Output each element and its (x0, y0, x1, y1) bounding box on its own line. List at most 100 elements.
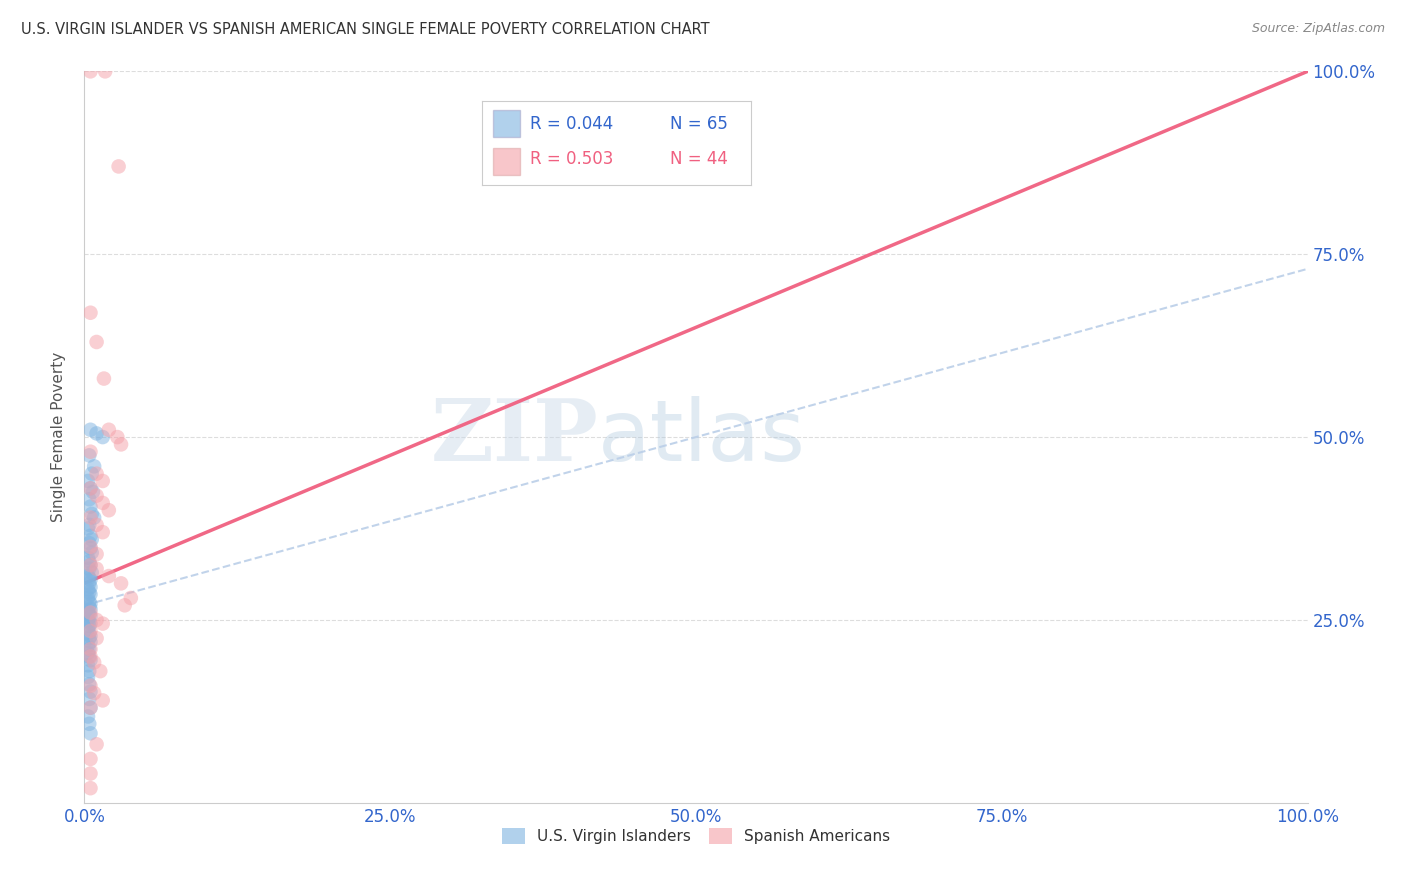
Y-axis label: Single Female Poverty: Single Female Poverty (51, 352, 66, 522)
Point (77, 619, 100, 633)
Point (77, 448, 100, 462)
Point (80, 533, 103, 547)
Point (79, 642, 101, 657)
Text: ZIP: ZIP (430, 395, 598, 479)
Point (79, 573, 101, 587)
Point (77, 582, 100, 597)
Point (79, 781, 101, 796)
Point (91, 525, 114, 540)
Point (97, 503, 120, 517)
Point (79, 726, 101, 740)
Point (77, 585, 100, 599)
Point (77, 570, 100, 584)
Point (80, 467, 103, 481)
Point (91, 616, 114, 631)
Point (120, 591, 142, 605)
Point (83, 656, 105, 670)
Point (77, 677, 100, 691)
Point (79, 635, 101, 649)
Point (80, 507, 103, 521)
Point (82, 485, 104, 500)
Text: atlas: atlas (598, 395, 806, 479)
Point (77, 664, 100, 678)
Point (77, 658, 100, 673)
Point (91, 430, 114, 444)
Point (77, 607, 100, 621)
Point (83, 510, 105, 524)
Point (77, 670, 100, 684)
Point (77, 626, 100, 640)
Point (79, 306, 101, 320)
Point (86, 467, 108, 481)
Point (86, 426, 108, 441)
Point (77, 606, 100, 620)
Point (77, 649, 100, 664)
Point (79, 679, 101, 693)
Legend: U.S. Virgin Islanders, Spanish Americans: U.S. Virgin Islanders, Spanish Americans (495, 822, 897, 850)
Point (79, 602, 101, 616)
Point (107, 160, 129, 174)
Point (97, 423, 120, 437)
Point (79, 616, 101, 631)
Point (77, 536, 100, 550)
Point (86, 613, 108, 627)
Point (77, 613, 100, 627)
Point (79, 752, 101, 766)
Point (77, 576, 100, 591)
Point (83, 686, 105, 700)
Point (105, 430, 128, 444)
Point (77, 639, 100, 653)
Point (86, 489, 108, 503)
Point (77, 716, 100, 731)
Point (91, 496, 114, 510)
Point (110, 437, 132, 451)
Point (91, 474, 114, 488)
Point (79, 684, 101, 698)
Point (77, 646, 100, 660)
Point (77, 594, 100, 608)
Text: U.S. VIRGIN ISLANDER VS SPANISH AMERICAN SINGLE FEMALE POVERTY CORRELATION CHART: U.S. VIRGIN ISLANDER VS SPANISH AMERICAN… (21, 22, 710, 37)
Point (86, 737, 108, 751)
Point (77, 474, 100, 488)
Point (77, 591, 100, 605)
Point (80, 566, 103, 580)
Point (77, 569, 100, 583)
Point (79, 587, 101, 601)
Point (86, 517, 108, 532)
Point (77, 550, 100, 565)
Point (79, 500, 101, 514)
Point (77, 632, 100, 646)
Point (91, 693, 114, 707)
Point (79, 653, 101, 667)
Point (89, 664, 111, 678)
Point (79, 609, 101, 624)
Point (79, 481, 101, 495)
Point (77, 622, 100, 636)
Point (86, 334, 108, 349)
Point (77, 692, 100, 706)
Point (79, 529, 101, 543)
Point (77, 554, 100, 568)
Point (77, 599, 100, 614)
Point (114, 599, 136, 613)
Point (79, 558, 101, 573)
Point (79, 444, 101, 458)
Point (79, 700, 101, 714)
Point (79, 629, 101, 643)
Point (77, 521, 100, 535)
Point (80, 546, 103, 560)
Point (77, 642, 100, 657)
Point (86, 632, 108, 646)
Point (79, 540, 101, 554)
Point (79, 481, 101, 495)
Point (79, 766, 101, 780)
Point (79, 700, 101, 714)
Point (79, 510, 101, 524)
Point (86, 547, 108, 561)
Point (83, 459, 105, 474)
Point (77, 615, 100, 629)
Point (79, 541, 101, 556)
Point (79, 606, 101, 620)
Point (79, 580, 101, 594)
Point (86, 562, 108, 576)
